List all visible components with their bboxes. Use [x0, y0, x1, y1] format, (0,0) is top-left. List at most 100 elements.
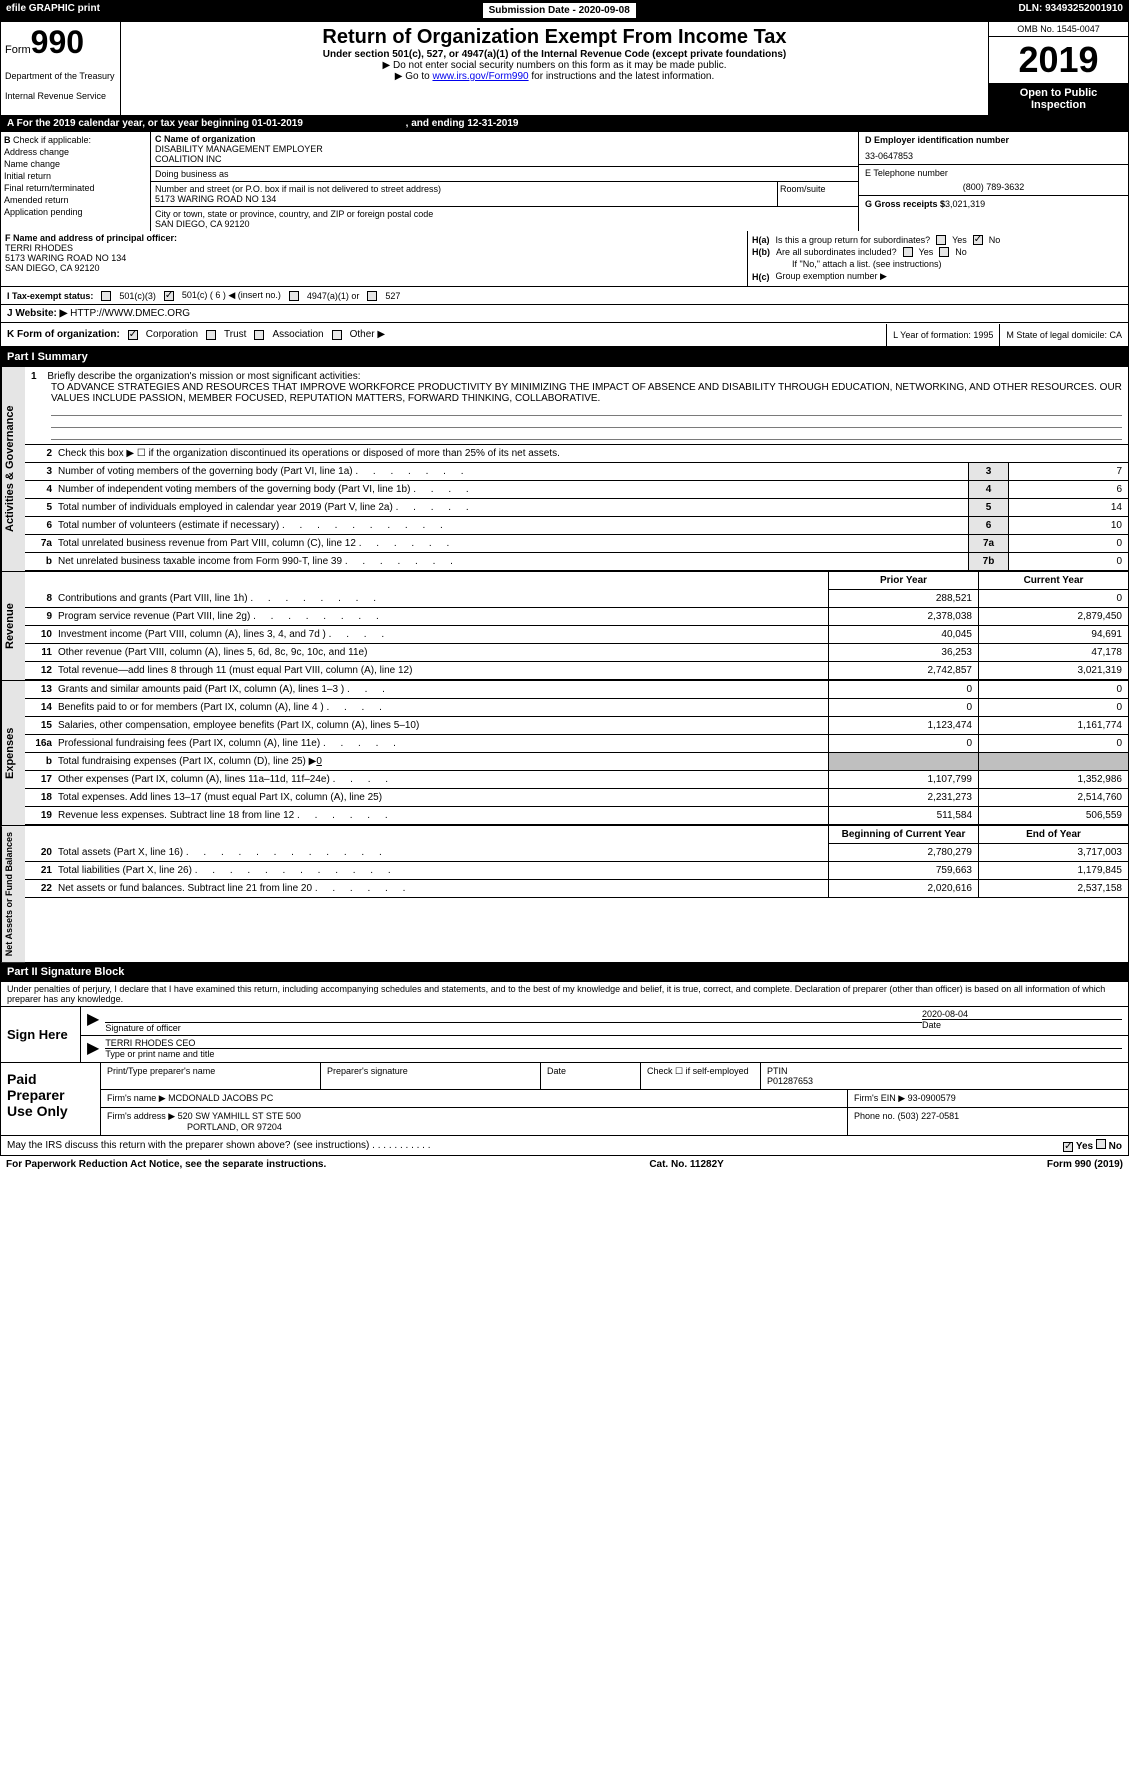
hb-no-checkbox[interactable] — [939, 247, 949, 257]
hb-no: No — [955, 247, 967, 257]
row-box: 5 — [968, 499, 1008, 516]
tax-status-row: I Tax-exempt status: 501(c)(3) 501(c) ( … — [0, 287, 1129, 305]
self-emp-label: Check ☐ if self-employed — [641, 1063, 761, 1089]
corp-label: Corporation — [146, 329, 198, 340]
note-1: ▶ Do not enter social security numbers o… — [125, 60, 984, 71]
501c-checkbox[interactable] — [164, 291, 174, 301]
form-number-cell: Form990 Department of the Treasury Inter… — [1, 22, 121, 115]
501c3-checkbox[interactable] — [101, 291, 111, 301]
hb-yes-checkbox[interactable] — [903, 247, 913, 257]
prior-val: 0 — [828, 735, 978, 752]
addr-change-label: Address change — [4, 147, 69, 157]
hb-text: Are all subordinates included? — [776, 247, 897, 257]
4947-checkbox[interactable] — [289, 291, 299, 301]
row-num: 6 — [25, 517, 55, 534]
street-value: 5173 WARING ROAD NO 134 — [155, 194, 773, 204]
row-label: Total liabilities (Part X, line 26) . . … — [55, 862, 828, 879]
paid-row-1: Print/Type preparer's name Preparer's si… — [101, 1063, 1128, 1090]
discuss-yes-checkbox[interactable] — [1063, 1142, 1073, 1152]
penalty-text: Under penalties of perjury, I declare th… — [0, 982, 1129, 1007]
ha-no-checkbox[interactable] — [973, 235, 983, 245]
b-label: B Check if applicable: — [4, 135, 147, 145]
activity-row-2: 2 Check this box ▶ ☐ if the organization… — [25, 445, 1128, 463]
form-number: Form990 — [5, 24, 116, 61]
discuss-right: Yes No — [1063, 1139, 1122, 1152]
firm-ein-label: Firm's EIN ▶ — [854, 1093, 905, 1103]
501c-label: 501(c) ( 6 ) ◀ (insert no.) — [182, 290, 281, 301]
dba-box: Doing business as — [151, 167, 858, 182]
prep-sig-label: Preparer's signature — [321, 1063, 541, 1089]
row-num: 5 — [25, 499, 55, 516]
expenses-label: Expenses — [1, 681, 25, 825]
trust-checkbox[interactable] — [206, 330, 216, 340]
row-label: Professional fundraising fees (Part IX, … — [55, 735, 828, 752]
row-num: b — [25, 753, 55, 770]
omb-number: OMB No. 1545-0047 — [989, 22, 1128, 37]
paid-row-3: Firm's address ▶ 520 SW YAMHILL ST STE 5… — [101, 1108, 1128, 1135]
f-label: F Name and address of principal officer: — [5, 233, 177, 243]
year-label: L Year of formation: — [893, 330, 971, 340]
4947-label: 4947(a)(1) or — [307, 291, 360, 301]
firm-phone-value: (503) 227-0581 — [898, 1111, 960, 1121]
row-label: Total number of individuals employed in … — [55, 499, 968, 516]
row-label: Program service revenue (Part VIII, line… — [55, 608, 828, 625]
name-change-label: Name change — [4, 159, 60, 169]
form-label: Form — [5, 44, 31, 56]
current-val: 0 — [978, 699, 1128, 716]
ha-no: No — [989, 235, 1001, 245]
initial-label: Initial return — [4, 171, 51, 181]
row-label: Contributions and grants (Part VIII, lin… — [55, 590, 828, 607]
row-label: Grants and similar amounts paid (Part IX… — [55, 681, 828, 698]
expenses-section: Expenses 13 Grants and similar amounts p… — [0, 680, 1129, 825]
current-val: 2,879,450 — [978, 608, 1128, 625]
paid-section: Paid Preparer Use Only Print/Type prepar… — [0, 1063, 1129, 1136]
prior-val: 36,253 — [828, 644, 978, 661]
website-url: HTTP://WWW.DMEC.ORG — [70, 308, 190, 319]
current-val: 2,514,760 — [978, 789, 1128, 806]
data-row-18: 18 Total expenses. Add lines 13–17 (must… — [25, 789, 1128, 807]
row-label: Benefits paid to or for members (Part IX… — [55, 699, 828, 716]
irs-link[interactable]: www.irs.gov/Form990 — [432, 71, 528, 82]
h-b: H(b) Are all subordinates included? Yes … — [752, 247, 1124, 257]
row-label: Other revenue (Part VIII, column (A), li… — [55, 644, 828, 661]
ha-label: H(a) — [752, 235, 770, 245]
revenue-section: Revenue Prior Year Current Year 8 Contri… — [0, 571, 1129, 680]
h-a: H(a) Is this a group return for subordin… — [752, 235, 1124, 245]
org-name-1: DISABILITY MANAGEMENT EMPLOYER — [155, 144, 854, 154]
527-checkbox[interactable] — [367, 291, 377, 301]
activity-row-b: b Net unrelated business taxable income … — [25, 553, 1128, 571]
other-checkbox[interactable] — [332, 330, 342, 340]
row-num: 16a — [25, 735, 55, 752]
assoc-checkbox[interactable] — [254, 330, 264, 340]
corp-checkbox[interactable] — [128, 330, 138, 340]
row-num: 8 — [25, 590, 55, 607]
prep-date-label: Date — [541, 1063, 641, 1089]
sign-row-2: ▶ TERRI RHODES CEO Type or print name an… — [81, 1036, 1128, 1061]
row-num: 3 — [25, 463, 55, 480]
data-row-22: 22 Net assets or fund balances. Subtract… — [25, 880, 1128, 898]
arrow-icon-2: ▶ — [87, 1038, 99, 1059]
data-row-20: 20 Total assets (Part X, line 16) . . . … — [25, 844, 1128, 862]
form-subtitle: Under section 501(c), 527, or 4947(a)(1)… — [125, 49, 984, 60]
firm-addr-1: 520 SW YAMHILL ST STE 500 — [178, 1111, 301, 1121]
city-value: SAN DIEGO, CA 92120 — [155, 219, 854, 229]
addr-row: Number and street (or P.O. box if mail i… — [151, 182, 858, 207]
ha-yes-checkbox[interactable] — [936, 235, 946, 245]
col-c: C Name of organization DISABILITY MANAGE… — [151, 132, 858, 231]
row-label: Total unrelated business revenue from Pa… — [55, 535, 968, 552]
signer-name: TERRI RHODES CEO — [105, 1038, 1122, 1049]
discuss-no-checkbox[interactable] — [1096, 1139, 1106, 1149]
gross-label: G Gross receipts $ — [865, 199, 945, 209]
row-box: 3 — [968, 463, 1008, 480]
data-row-16a: 16a Professional fundraising fees (Part … — [25, 735, 1128, 753]
expenses-content: 13 Grants and similar amounts paid (Part… — [25, 681, 1128, 825]
ptin-cell: PTIN P01287653 — [761, 1063, 1128, 1089]
current-val: 1,161,774 — [978, 717, 1128, 734]
part-1-header: Part I Summary — [0, 347, 1129, 367]
row-num: 17 — [25, 771, 55, 788]
firm-addr-2: PORTLAND, OR 97204 — [187, 1122, 841, 1132]
row-label: Total expenses. Add lines 13–17 (must eq… — [55, 789, 828, 806]
prior-val: 288,521 — [828, 590, 978, 607]
data-row-9: 9 Program service revenue (Part VIII, li… — [25, 608, 1128, 626]
line-1-text: Briefly describe the organization's miss… — [47, 371, 360, 382]
